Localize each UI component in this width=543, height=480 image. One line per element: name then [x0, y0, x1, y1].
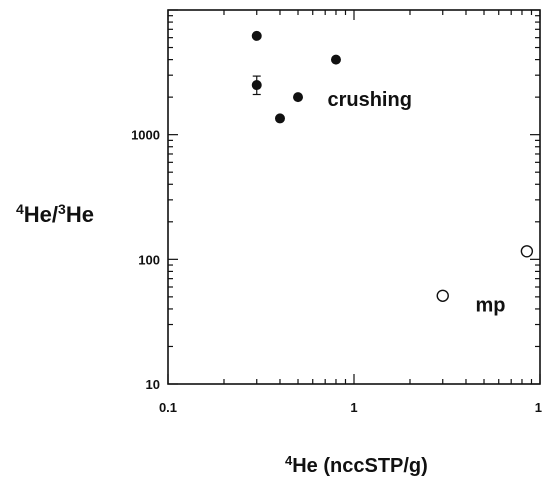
y-tick-label: 1000 — [131, 128, 160, 143]
x-tick-label: 1 — [350, 400, 357, 415]
y-tick-label: 100 — [138, 252, 160, 267]
x-label-sup: 4 — [285, 453, 293, 468]
x-label-text: He (nccSTP/g) — [292, 455, 428, 477]
series-mp — [436, 245, 534, 302]
data-point-open — [520, 245, 534, 258]
y-label-text2: He — [66, 202, 94, 227]
plot-frame — [167, 9, 541, 385]
data-point-filled — [330, 54, 341, 65]
data-point-filled — [293, 92, 304, 103]
y-axis-label: 4He/3He — [16, 201, 94, 227]
annotations: crushing mp — [327, 89, 505, 317]
data-point-filled — [274, 113, 285, 124]
annotation-crushing: crushing — [327, 89, 411, 111]
y-label-text1: He/ — [24, 202, 58, 227]
data-point-filled — [251, 30, 262, 41]
x-tick-label: 0.1 — [159, 400, 177, 415]
series-crushing — [251, 30, 341, 124]
data-point-open — [436, 289, 449, 302]
y-tick-label: 10 — [146, 377, 160, 392]
y-label-sup2: 3 — [58, 201, 66, 217]
annotation-mp: mp — [475, 295, 505, 317]
tick-marks — [167, 9, 541, 385]
x-axis-label: 4He (nccSTP/g) — [285, 453, 428, 478]
y-label-sup1: 4 — [16, 201, 24, 217]
data-point-filled — [251, 80, 262, 91]
axes — [167, 9, 541, 385]
tick-labels: 0.1 1 1 10 100 1000 — [131, 128, 542, 415]
data-series — [251, 30, 534, 302]
x-tick-label: 1 — [535, 400, 542, 415]
